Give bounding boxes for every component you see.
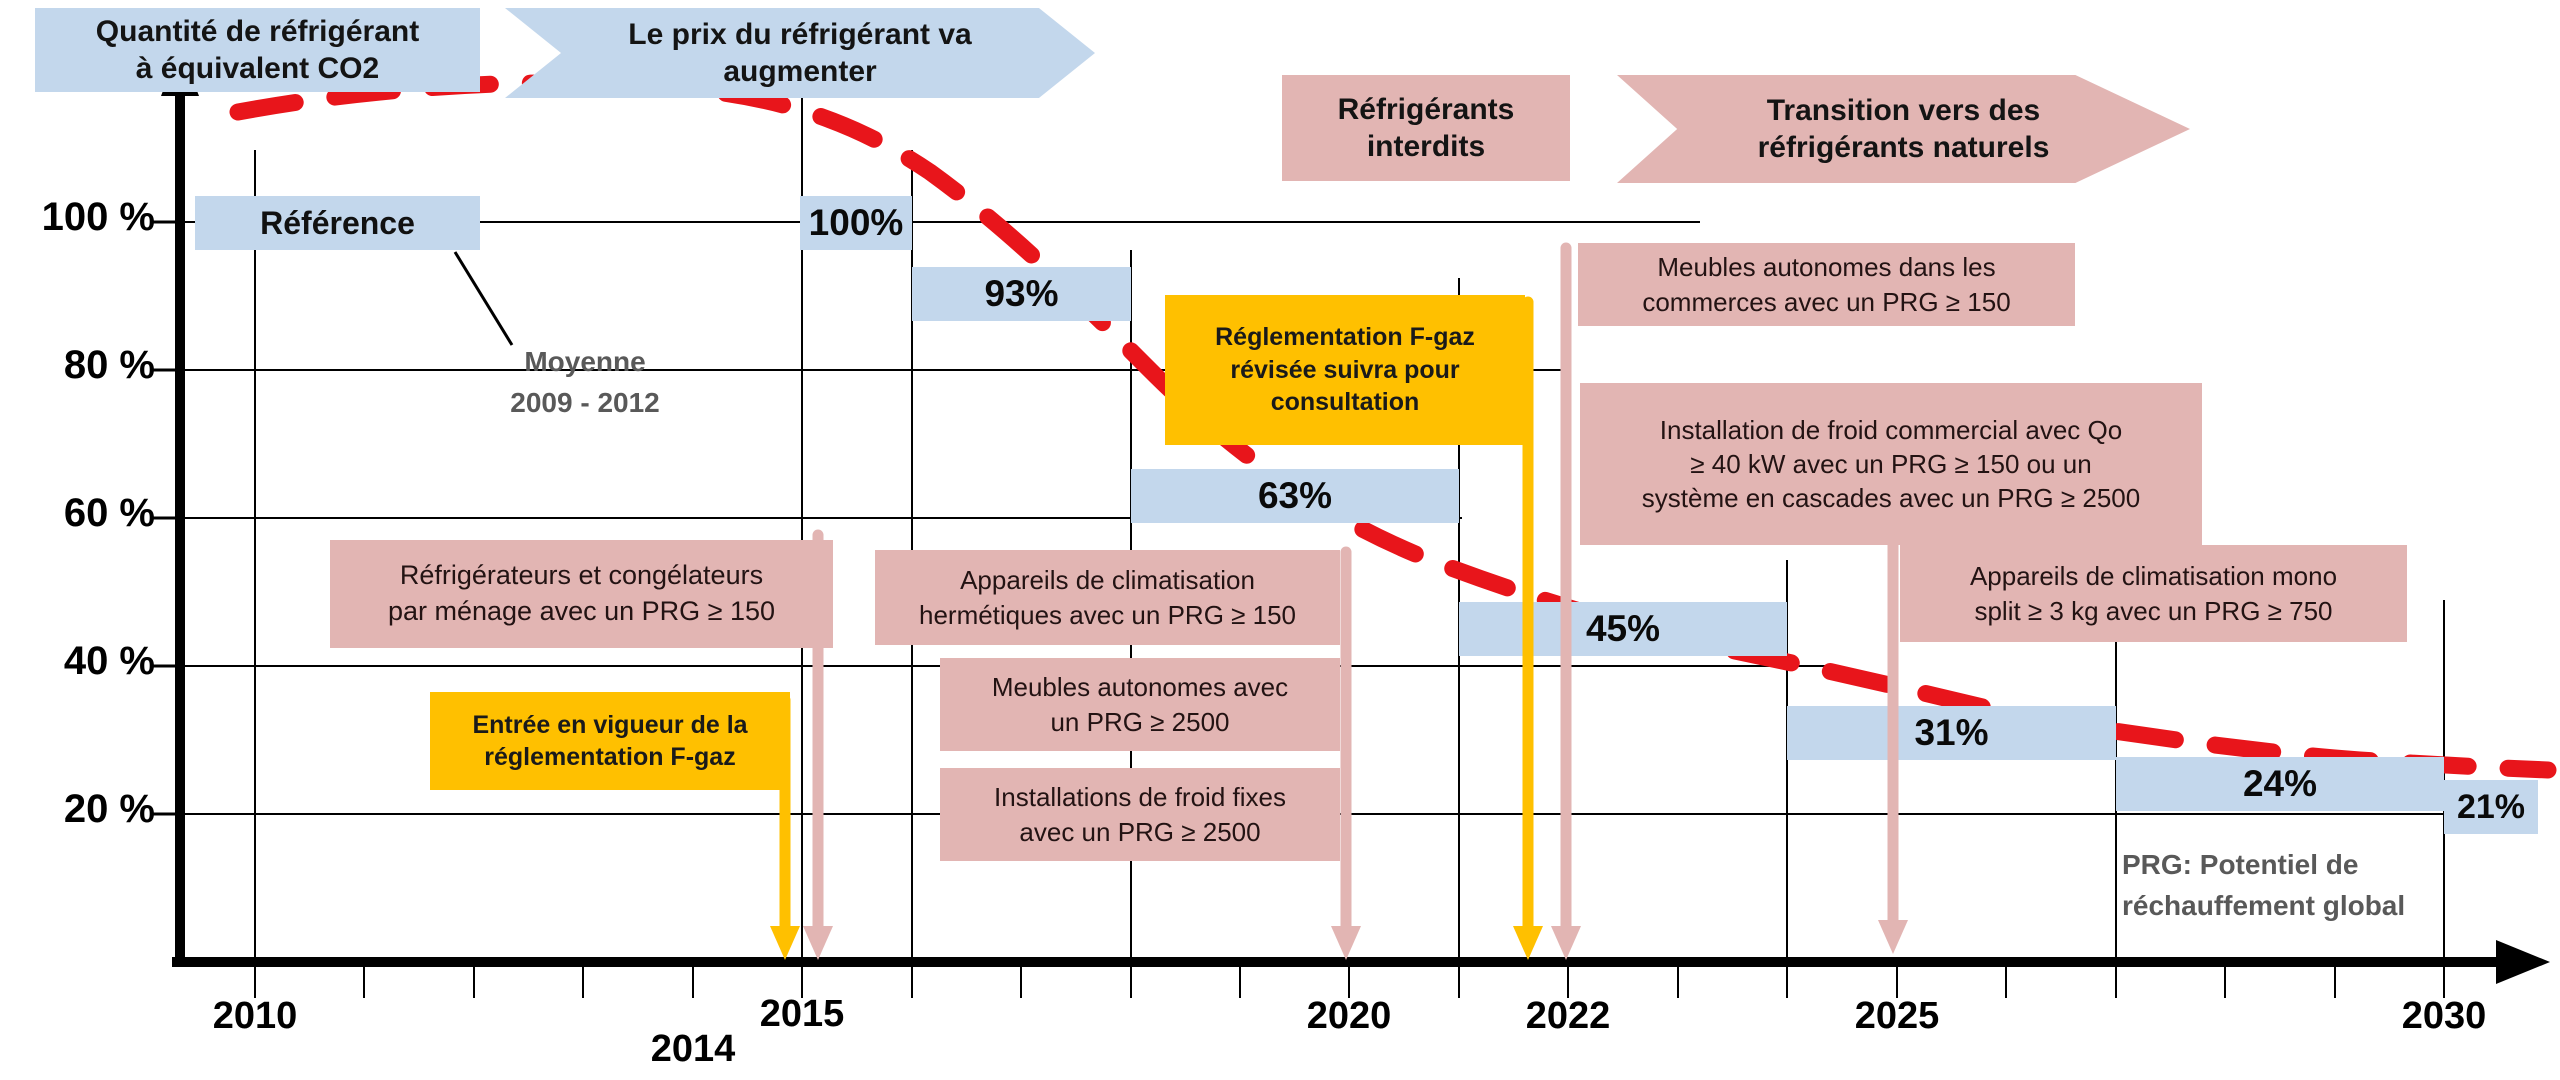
regulation-entry-note: Entrée en vigueur de la réglementation F… [430, 692, 790, 790]
callout-2020-fixed-refrigeration: Installations de froid fixes avec un PRG… [940, 768, 1340, 861]
header-banned-box: Réfrigérants interdits [1282, 75, 1570, 181]
reference-note: Moyenne 2009 - 2012 [510, 346, 660, 418]
callout-2020-hermetic-ac: Appareils de climatisation hermétiques a… [875, 550, 1340, 645]
callout-2025-monosplit-ac: Appareils de climatisation mono split ≥ … [1900, 545, 2407, 642]
x-axis-label-2025: 2025 [1854, 995, 1940, 1037]
callout-2022-commercial-installation: Installation de froid commercial avec Qo… [1580, 383, 2202, 545]
step-2021-45: 45% [1459, 602, 1787, 656]
callout-2022-commercial-units: Meubles autonomes dans les commerces ave… [1578, 243, 2075, 326]
x-axis-arrowhead [2496, 940, 2550, 984]
x-axis-label-2015: 2015 [759, 993, 845, 1035]
header-transition-arrow: Transition vers des réfrigérants naturel… [1617, 75, 2190, 183]
y-axis-label-100: 100 % [41, 195, 155, 239]
y-axis-label-40: 40 % [63, 639, 155, 683]
y-axis-label-60: 60 % [63, 491, 155, 535]
x-axis-label-2022: 2022 [1525, 995, 1611, 1037]
step-2027-24: 24% [2116, 757, 2444, 811]
x-axis-label-2014: 2014 [650, 1028, 736, 1070]
step-2030-21: 21% [2444, 780, 2538, 834]
x-axis-ticks [254, 962, 2445, 998]
callout-2015-fridges: Réfrigérateurs et congélateurs par ménag… [330, 540, 833, 648]
y-axis-label-20: 20 % [63, 787, 155, 831]
reference-leader-line [453, 251, 514, 346]
step-2018-63: 63% [1131, 469, 1459, 523]
header-price-arrow: Le prix du réfrigérant va augmenter [505, 8, 1095, 98]
x-axis-label-2020: 2020 [1306, 995, 1392, 1037]
x-axis-label-2010: 2010 [212, 995, 298, 1037]
regulation-revision-note: Réglementation F-gaz révisée suivra pour… [1165, 295, 1525, 445]
x-axis-label-2030: 2030 [2401, 995, 2487, 1037]
header-quantity-box: Quantité de réfrigérant à équivalent CO2 [35, 8, 480, 92]
step-2024-31: 31% [1787, 706, 2116, 760]
prg-definition-note: PRG: Potentiel de réchauffement global [2122, 849, 2406, 921]
step-2016-93: 93% [912, 267, 1131, 321]
y-axis-label-80: 80 % [63, 343, 155, 387]
callout-2020-standalone-units: Meubles autonomes avec un PRG ≥ 2500 [940, 658, 1340, 751]
horizontal-gridlines [180, 221, 2530, 815]
step-2015-100: 100% [800, 196, 912, 250]
reference-box: Référence [195, 196, 480, 250]
